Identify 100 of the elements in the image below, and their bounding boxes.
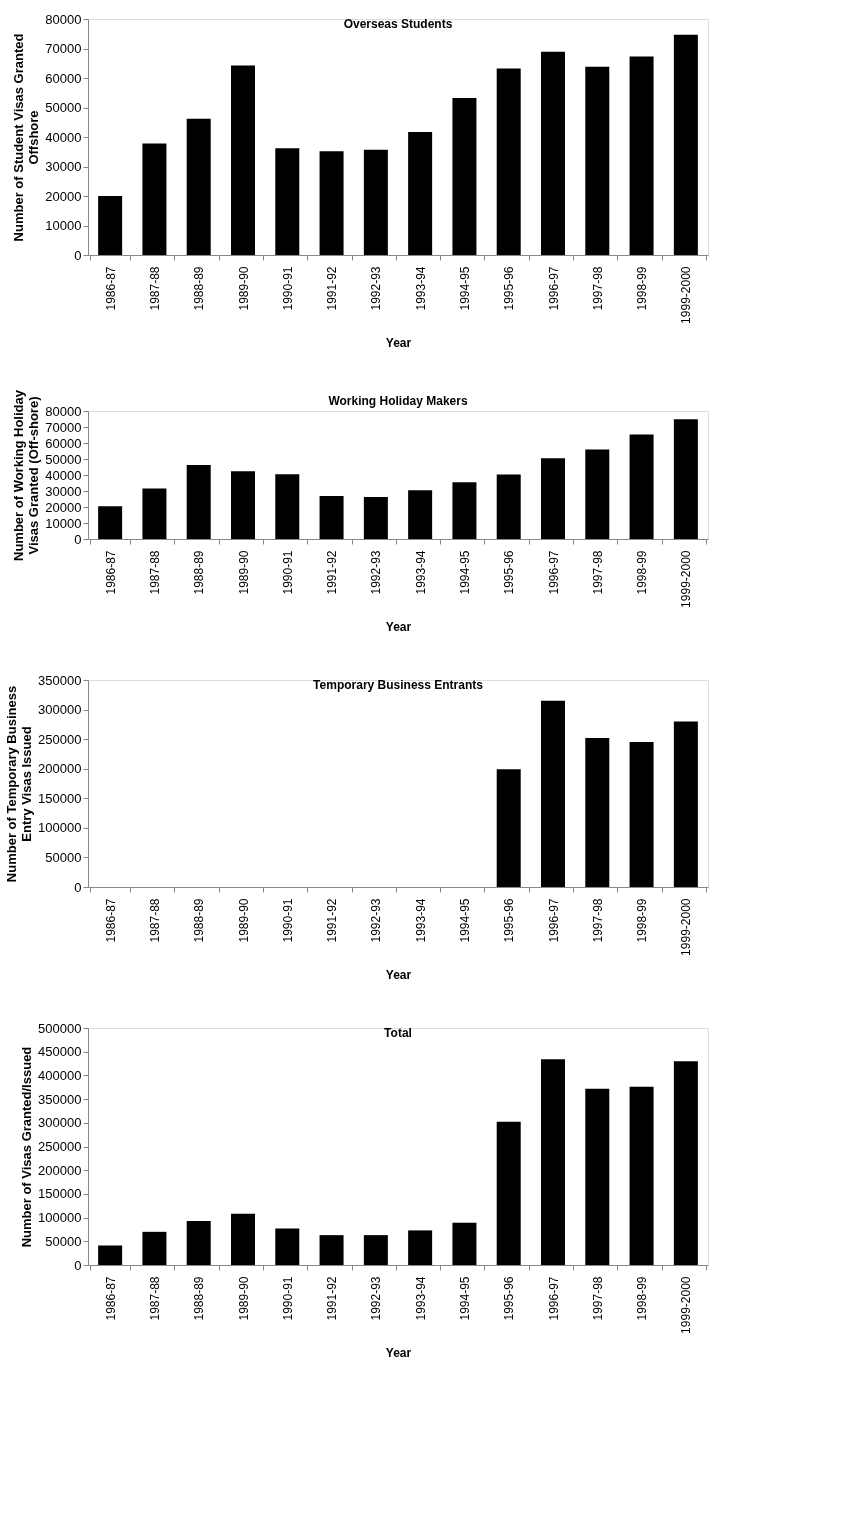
bar [319,151,344,255]
chart-title: Overseas Students [343,17,453,31]
y-tick-label: 80000 [45,403,82,419]
x-tick-label: 1986-87 [103,1276,118,1321]
x-tick-label: 1993-94 [413,550,428,595]
x-tick-label: 1989-90 [236,550,251,595]
y-tick-label: 150000 [38,1186,82,1202]
x-tick-label: 1998-99 [635,898,650,943]
y-tick-label: 250000 [38,731,82,747]
bar [142,1231,167,1265]
x-tick-label: 1990-91 [280,266,295,311]
bar [186,118,211,255]
bar [452,482,477,539]
y-tick-label: 500000 [38,1020,82,1036]
bar [629,742,654,887]
x-tick-label: 1999-2000 [679,898,694,956]
y-tick-label: 80000 [45,11,82,27]
y-tick-label: 300000 [38,702,82,718]
chart-title: Working Holiday Makers [328,393,468,408]
bar [231,1213,255,1265]
bar [496,68,521,255]
y-tick-label: 400000 [38,1067,82,1083]
bar [275,474,300,539]
x-tick-label: 1988-89 [192,266,207,311]
y-tick-label: 0 [74,879,82,895]
bar [629,1086,654,1265]
x-tick-label: 1992-93 [369,898,384,943]
x-tick-label: 1989-90 [236,266,251,311]
bar [231,65,255,255]
bar [673,721,698,887]
x-tick-label: 1991-92 [325,898,340,943]
bar [585,449,610,539]
y-tick-label: 0 [74,247,82,263]
bar [142,488,167,539]
bar [275,148,300,255]
x-tick-label: 1992-93 [369,1276,384,1321]
bar [673,419,698,539]
x-tick-label: 1998-99 [635,550,650,595]
y-tick-label: 40000 [45,467,82,483]
bar [496,474,521,539]
bar [363,149,388,255]
bar [319,496,344,539]
bar [363,496,388,539]
bar [541,458,565,539]
bar [408,490,433,539]
y-tick-label: 350000 [38,1091,82,1107]
y-tick-label: 450000 [38,1044,82,1060]
x-axis-title: Year [385,967,412,982]
y-tick-label: 200000 [38,1162,82,1178]
bar [98,506,123,539]
bar [541,1059,565,1265]
bar [408,131,433,255]
x-tick-label: 1990-91 [280,898,295,943]
x-tick-label: 1991-92 [325,266,340,311]
x-tick-label: 1987-88 [147,898,162,943]
bar [275,1228,300,1265]
bar [231,471,255,539]
x-tick-label: 1999-2000 [679,1276,694,1334]
x-tick-label: 1987-88 [147,550,162,595]
y-axis-title: Number of Student Visas Granted Offshore [11,33,42,242]
bar [452,1222,477,1265]
bar [541,700,565,887]
bar [496,1121,521,1265]
y-axis-title: Number of Visas Granted/Issued [19,1046,35,1248]
x-tick-label: 1997-98 [590,266,605,311]
bar [319,1235,344,1265]
y-tick-label: 150000 [38,790,82,806]
y-tick-label: 350000 [38,672,82,688]
x-tick-label: 1995-96 [502,898,517,943]
x-tick-label: 1999-2000 [679,266,694,324]
y-tick-label: 0 [74,1257,82,1273]
bar [452,98,477,255]
y-tick-label: 10000 [45,515,82,531]
x-tick-label: 1990-91 [280,550,295,595]
x-tick-label: 1994-95 [457,550,472,595]
x-tick-label: 1998-99 [635,266,650,311]
x-tick-label: 1992-93 [369,266,384,311]
x-tick-label: 1993-94 [413,898,428,943]
x-tick-label: 1996-97 [546,550,561,595]
y-tick-label: 40000 [45,129,82,145]
x-tick-label: 1986-87 [103,550,118,595]
x-tick-label: 1996-97 [546,898,561,943]
x-tick-label: 1988-89 [192,898,207,943]
x-tick-label: 1988-89 [192,1276,207,1321]
x-tick-label: 1989-90 [236,1276,251,1321]
y-tick-label: 200000 [38,761,82,777]
x-tick-label: 1994-95 [457,1276,472,1321]
bar [142,143,167,255]
y-tick-label: 100000 [38,1210,82,1226]
bar [585,737,610,887]
bar [585,66,610,255]
x-tick-label: 1987-88 [147,266,162,311]
x-tick-label: 1988-89 [192,550,207,595]
y-tick-label: 70000 [45,41,82,56]
x-tick-label: 1999-2000 [679,550,694,608]
x-axis-title: Year [385,619,412,634]
y-tick-label: 250000 [38,1139,82,1154]
y-tick-label: 50000 [45,451,82,467]
x-tick-label: 1994-95 [457,898,472,943]
x-tick-label: 1986-87 [103,898,118,943]
